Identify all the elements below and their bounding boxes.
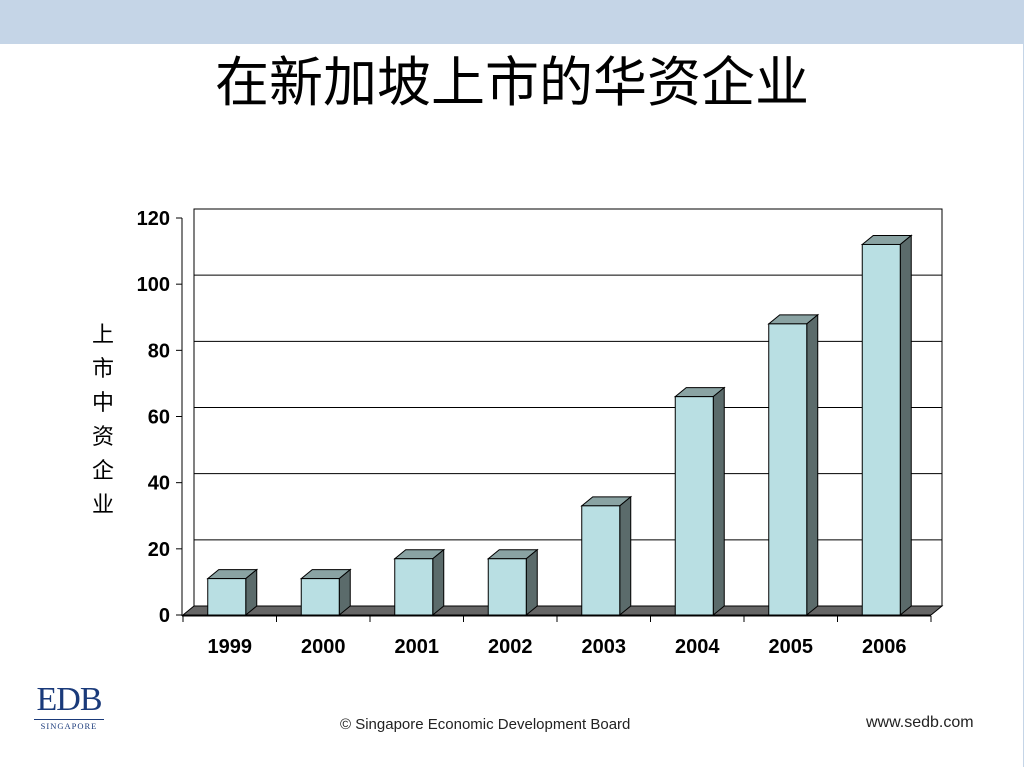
bar-side-2005 xyxy=(806,313,819,617)
footer-website: www.sedb.com xyxy=(866,714,974,731)
y-tick-label-60: 60 xyxy=(148,407,170,429)
x-tick-label-1999: 1999 xyxy=(208,636,253,658)
y-tick-label-40: 40 xyxy=(148,473,170,495)
y-tick-label-120: 120 xyxy=(137,208,170,230)
bar-1999 xyxy=(207,578,247,616)
x-tick-label-2006: 2006 xyxy=(862,636,907,658)
bar-side-2004 xyxy=(712,386,725,617)
bar-side-2001 xyxy=(432,548,445,617)
bar-side-2002 xyxy=(525,548,538,617)
footer-copyright: © Singapore Economic Development Board xyxy=(340,716,631,733)
bar-2003 xyxy=(581,505,621,616)
bar-2005 xyxy=(768,323,808,616)
chart-floor xyxy=(181,605,944,616)
x-tick-label-2004: 2004 xyxy=(675,636,720,658)
logo-rule xyxy=(34,719,104,720)
x-tick-label-2000: 2000 xyxy=(301,636,346,658)
logo-letters: EDB xyxy=(36,681,103,718)
bar-2001 xyxy=(394,558,434,616)
x-tick-label-2002: 2002 xyxy=(488,636,533,658)
y-axis-label-char-2: 中 xyxy=(92,391,114,416)
top-band xyxy=(0,0,1024,44)
y-tick-label-20: 20 xyxy=(148,539,170,561)
y-tick-label-100: 100 xyxy=(137,274,170,296)
bar-2002 xyxy=(487,558,527,616)
bar-2000 xyxy=(300,578,340,616)
y-axis-label-char-0: 上 xyxy=(92,323,114,348)
y-axis-label-char-4: 企 xyxy=(92,459,114,484)
y-tick-label-0: 0 xyxy=(159,605,170,627)
y-axis-label-char-1: 市 xyxy=(92,357,114,382)
slide-title: 在新加坡上市的华资企业 xyxy=(215,51,809,114)
bar-side-2003 xyxy=(619,495,632,617)
bar-side-2006 xyxy=(899,234,912,617)
x-tick-label-2005: 2005 xyxy=(769,636,814,658)
y-tick-label-80: 80 xyxy=(148,340,170,362)
bar-2004 xyxy=(674,396,714,616)
edb-logo: EDB SINGAPORE xyxy=(30,683,108,731)
y-axis-label-char-3: 资 xyxy=(92,425,114,450)
y-axis-label-char-5: 业 xyxy=(92,493,114,518)
x-tick-label-2003: 2003 xyxy=(582,636,627,658)
bar-2006 xyxy=(861,243,901,616)
x-tick-label-2001: 2001 xyxy=(395,636,440,658)
logo-subtext: SINGAPORE xyxy=(40,721,98,731)
